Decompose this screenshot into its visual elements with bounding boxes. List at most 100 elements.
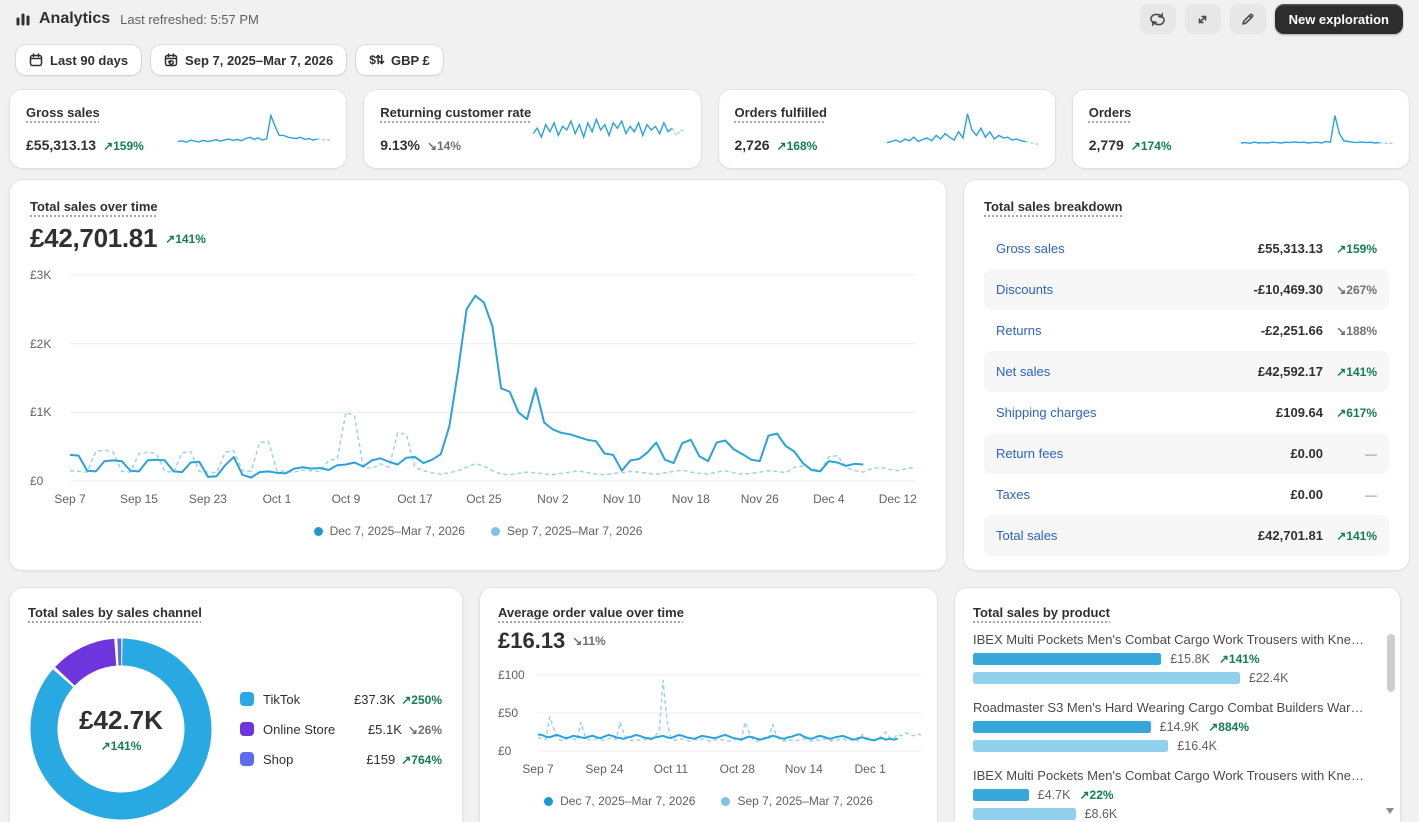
breakdown-metric-link[interactable]: Taxes (996, 487, 1030, 502)
kpi-title[interactable]: Orders (1088, 105, 1132, 120)
kpi-title[interactable]: Returning customer rate (380, 105, 532, 120)
donut-segment-online-store[interactable] (55, 638, 117, 686)
legend-item[interactable]: Dec 7, 2025–Mar 7, 2026 (313, 524, 465, 538)
donut-total-change: ↗141% (100, 739, 142, 753)
legend-item[interactable]: Sep 7, 2025–Mar 7, 2026 (490, 524, 643, 538)
donut-canvas[interactable] (28, 636, 214, 822)
breakdown-metric-link[interactable]: Total sales (996, 528, 1058, 543)
product-name: Roadmaster S3 Men's Hard Wearing Cargo C… (973, 700, 1366, 715)
x-tick-label: Sep 15 (119, 492, 158, 506)
x-axis-labels: Sep 7 Sep 24 Oct 11 Oct 28 Nov 14 Dec 1 (522, 762, 921, 778)
product-bar-previous[interactable] (973, 740, 1169, 752)
breakdown-change: ↗617% (1336, 405, 1377, 420)
breakdown-row: Discounts -£10,469.30 ↘267% (984, 269, 1389, 310)
x-tick-label: Oct 9 (331, 492, 361, 506)
breakdown-row: Net sales £42,592.17 ↗141% (984, 351, 1389, 392)
edit-button[interactable] (1229, 4, 1266, 34)
breakdown-metric-link[interactable]: Gross sales (996, 241, 1065, 256)
kpi-value: £55,313.13 (26, 137, 97, 153)
scrollbar-thumb[interactable] (1387, 634, 1395, 692)
breakdown-row: Return fees £0.00 — (984, 433, 1389, 474)
kpi-sparkline[interactable] (532, 106, 685, 152)
x-tick-label: Oct 25 (466, 492, 502, 506)
kpi-title[interactable]: Orders fulfilled (734, 105, 827, 120)
breakdown-value: -£2,251.66 (1260, 323, 1323, 338)
breakdown-metric-link[interactable]: Discounts (996, 282, 1054, 297)
aov-line-chart[interactable]: £100 £50 £0 Sep 7 Sep 24 Oct 11 Oct 28 Nov 14 D… (498, 666, 921, 778)
channel-label: Shop (263, 751, 294, 767)
new-exploration-button[interactable]: New exploration (1274, 4, 1403, 34)
breakdown-metric-link[interactable]: Returns (996, 323, 1042, 338)
donut-segment-tiktok[interactable] (30, 638, 212, 820)
breakdown-value: £42,701.81 (1257, 528, 1323, 543)
channel-value: £159 (366, 751, 396, 767)
scrollbar-down-arrow[interactable] (1386, 808, 1394, 814)
channel-legend-item[interactable]: TikTok £37.3K ↗250% (240, 692, 442, 707)
chart-canvas[interactable] (70, 266, 915, 484)
breakdown-metric-link[interactable]: Return fees (996, 446, 1064, 461)
breakdown-metric-link[interactable]: Net sales (996, 364, 1051, 379)
x-tick-label: Oct 11 (653, 762, 689, 776)
chart-legend: Dec 7, 2025–Mar 7, 2026 Sep 7, 2025–Mar 7… (30, 524, 926, 538)
chart-legend: Dec 7, 2025–Mar 7, 2026 Sep 7, 2025–Mar 7… (498, 794, 919, 808)
product-bar-previous[interactable] (973, 672, 1240, 684)
x-tick-label: Dec 12 (878, 492, 917, 506)
kpi-title[interactable]: Gross sales (26, 105, 100, 120)
product-bar-current[interactable] (973, 789, 1029, 801)
y-tick-label: £0 (30, 474, 44, 488)
breakdown-title[interactable]: Total sales breakdown (984, 199, 1123, 214)
channel-label: TikTok (263, 691, 301, 707)
breakdown-row: Shipping charges £109.64 ↗617% (984, 392, 1389, 433)
date-range-filter[interactable]: Last 90 days (16, 45, 142, 75)
breakdown-change: — (1365, 446, 1377, 461)
product-row: Roadmaster S3 Men's Hard Wearing Cargo C… (973, 700, 1366, 753)
product-row: IBEX Multi Pockets Men's Combat Cargo Wo… (973, 632, 1366, 685)
breakdown-change: — (1365, 487, 1377, 502)
currency-filter[interactable]: $⇅ GBP £ (356, 45, 443, 75)
product-chart-title[interactable]: Total sales by product (973, 605, 1111, 620)
kpi-change: ↗159% (103, 139, 144, 153)
channel-legend-item[interactable]: Online Store £5.1K ↘26% (240, 722, 442, 737)
total-sales-chart-title[interactable]: Total sales over time (30, 199, 158, 214)
sales-by-product-card: Total sales by product IBEX Multi Pocket… (955, 588, 1400, 822)
product-bar-current[interactable] (973, 653, 1162, 665)
kpi-sparkline[interactable] (1241, 106, 1393, 152)
legend-item[interactable]: Dec 7, 2025–Mar 7, 2026 (544, 794, 695, 808)
expand-button[interactable] (1184, 4, 1221, 34)
average-order-value-card: Average order value over time £16.13 ↘11… (480, 588, 937, 822)
y-tick-label: £2K (30, 336, 52, 351)
channel-swatch (240, 752, 254, 766)
chart-canvas[interactable] (538, 666, 921, 754)
product-current-value: £4.7K (1037, 788, 1071, 802)
total-sales-line-chart[interactable]: £3K £2K £1K £0 Sep 7 Sep 15 Sep 23 Oct 1 Oct 9 O… (30, 266, 926, 508)
legend-label: Dec 7, 2025–Mar 7, 2026 (329, 524, 465, 538)
kpi-change: ↘14% (426, 139, 462, 153)
bottom-row: Total sales by sales channel £42.7K ↗141… (10, 588, 1409, 822)
x-tick-label: Oct 1 (262, 492, 292, 506)
legend-label: Sep 7, 2025–Mar 7, 2026 (506, 524, 643, 538)
aov-chart-title[interactable]: Average order value over time (498, 605, 684, 620)
breakdown-value: £0.00 (1290, 446, 1323, 461)
kpi-sparkline[interactable] (178, 106, 331, 152)
total-sales-change: ↗141% (165, 231, 206, 246)
product-current-value: £14.9K (1159, 720, 1200, 734)
channel-swatch (240, 692, 254, 706)
channel-donut-chart[interactable]: £42.7K ↗141% (28, 636, 214, 822)
legend-item[interactable]: Sep 7, 2025–Mar 7, 2026 (721, 794, 873, 808)
product-bar-previous[interactable] (973, 808, 1076, 820)
kpi-sparkline[interactable] (886, 106, 1039, 152)
x-tick-label: Sep 7 (522, 762, 554, 776)
kpi-card-orders: Orders 2,779 ↗174% (1072, 90, 1409, 168)
channel-legend-item[interactable]: Shop £159 ↗764% (240, 752, 442, 767)
kpi-value: 2,779 (1088, 137, 1124, 153)
product-bar-current[interactable] (973, 721, 1151, 733)
channel-chart-title[interactable]: Total sales by sales channel (28, 605, 202, 620)
currency-exchange-icon: $⇅ (369, 53, 385, 67)
product-bar-list: IBEX Multi Pockets Men's Combat Cargo Wo… (973, 632, 1382, 822)
breakdown-metric-link[interactable]: Shipping charges (996, 405, 1097, 420)
x-tick-label: Sep 7 (54, 492, 86, 506)
comparison-dates-filter[interactable]: Sep 7, 2025–Mar 7, 2026 (151, 45, 347, 75)
x-tick-label: Nov 18 (671, 492, 710, 506)
kpi-value: 2,726 (734, 137, 770, 153)
refresh-button[interactable] (1139, 4, 1176, 34)
